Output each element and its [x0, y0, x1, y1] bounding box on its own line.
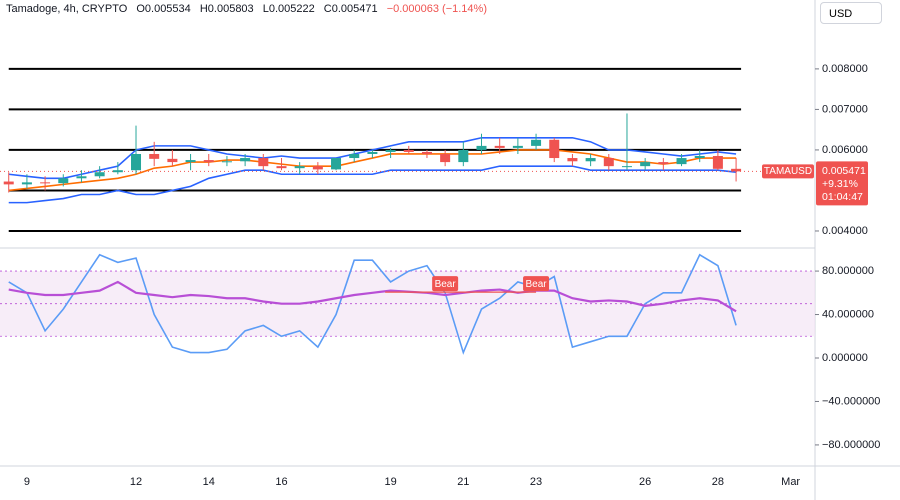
oscillator-line: [8, 280, 737, 313]
oscillator-line: [8, 253, 737, 355]
y-tick-label: −80.000000: [822, 439, 880, 451]
candle-body: [731, 168, 742, 172]
x-tick-label: 12: [130, 476, 142, 488]
y-tick-label: 0.007000: [822, 103, 868, 115]
x-tick-label: 23: [530, 476, 542, 488]
candle-body: [494, 145, 505, 148]
candle-body: [385, 149, 396, 152]
candle-body: [276, 166, 287, 169]
candle-body: [203, 160, 214, 163]
price-tag-countdown: 01:04:47: [822, 191, 863, 203]
candle-body: [349, 153, 360, 159]
candle-body: [549, 139, 560, 159]
x-tick-label: 9: [24, 476, 30, 488]
low: L0.005222: [262, 3, 315, 15]
currency-button[interactable]: USD: [820, 2, 882, 24]
candle-body: [694, 156, 705, 159]
candle-body: [603, 158, 614, 167]
symbol: Tamadoge, 4h, CRYPTO: [6, 3, 128, 15]
candle-body: [531, 139, 542, 146]
x-tick-label: 28: [712, 476, 724, 488]
candle-body: [240, 158, 251, 162]
x-tick-label: 16: [275, 476, 287, 488]
y-tick-label: −40.000000: [822, 395, 880, 407]
symbol-tag-bg: [762, 164, 814, 179]
band-fill: [0, 271, 815, 337]
candle-body: [712, 156, 723, 169]
candle-body: [58, 178, 69, 184]
candle-body: [167, 158, 178, 163]
candle-body: [512, 145, 523, 148]
y-tick-label: 40.000000: [822, 308, 874, 320]
candle-body: [567, 158, 578, 162]
annotation-bg: [523, 276, 550, 292]
candle-body: [40, 182, 51, 184]
candle-body: [621, 166, 632, 168]
candle-body: [258, 158, 269, 167]
y-tick-label: 0.004000: [822, 225, 868, 237]
y-tick-label: 0.006000: [822, 144, 868, 156]
change: −0.000063 (−1.14%): [386, 3, 487, 15]
x-tick-label: Mar: [781, 476, 800, 488]
candle-body: [149, 153, 160, 159]
y-tick-label: 0.008000: [822, 63, 868, 75]
candle-body: [76, 176, 87, 179]
candle-body: [131, 153, 142, 171]
price-tag-price: 0.005471: [822, 165, 866, 177]
annotation: Bear: [435, 279, 457, 290]
candle-body: [312, 166, 323, 170]
candle-body: [221, 161, 232, 163]
x-tick-label: 19: [384, 476, 396, 488]
candle-body: [458, 149, 469, 163]
indicator-line: [8, 165, 737, 204]
high: H0.005803: [199, 3, 254, 15]
candle-body: [440, 153, 451, 163]
x-tick-label: 21: [457, 476, 469, 488]
y-tick-label: 80.000000: [822, 265, 874, 277]
candle-body: [94, 172, 105, 177]
candle-body: [640, 162, 651, 167]
x-tick-label: 26: [639, 476, 651, 488]
candle-body: [421, 151, 432, 154]
x-tick-label: 14: [203, 476, 215, 488]
symbol-tag: TAMAUSD: [764, 166, 812, 177]
candle-body: [21, 182, 32, 185]
price-tag-change: +9.31%: [822, 178, 858, 190]
candle-body: [3, 181, 14, 185]
candle-body: [185, 160, 196, 163]
candle-body: [112, 170, 123, 173]
candle-body: [476, 145, 487, 150]
annotation-bg: [432, 276, 459, 292]
candle-body: [367, 151, 378, 154]
annotation: Bear: [525, 279, 547, 290]
candle-body: [294, 166, 305, 169]
open: O0.005534: [136, 3, 191, 15]
y-tick-label: 0.000000: [822, 352, 868, 364]
candle-body: [676, 158, 687, 165]
price-tag-bg: [816, 161, 868, 206]
candle-body: [331, 158, 342, 170]
candle-body: [403, 149, 414, 152]
candle-body: [658, 162, 669, 165]
close: C0.005471: [323, 3, 378, 15]
legend-header: Tamadoge, 4h, CRYPTO O0.005534 H0.005803…: [6, 3, 493, 15]
candle-body: [585, 158, 596, 162]
